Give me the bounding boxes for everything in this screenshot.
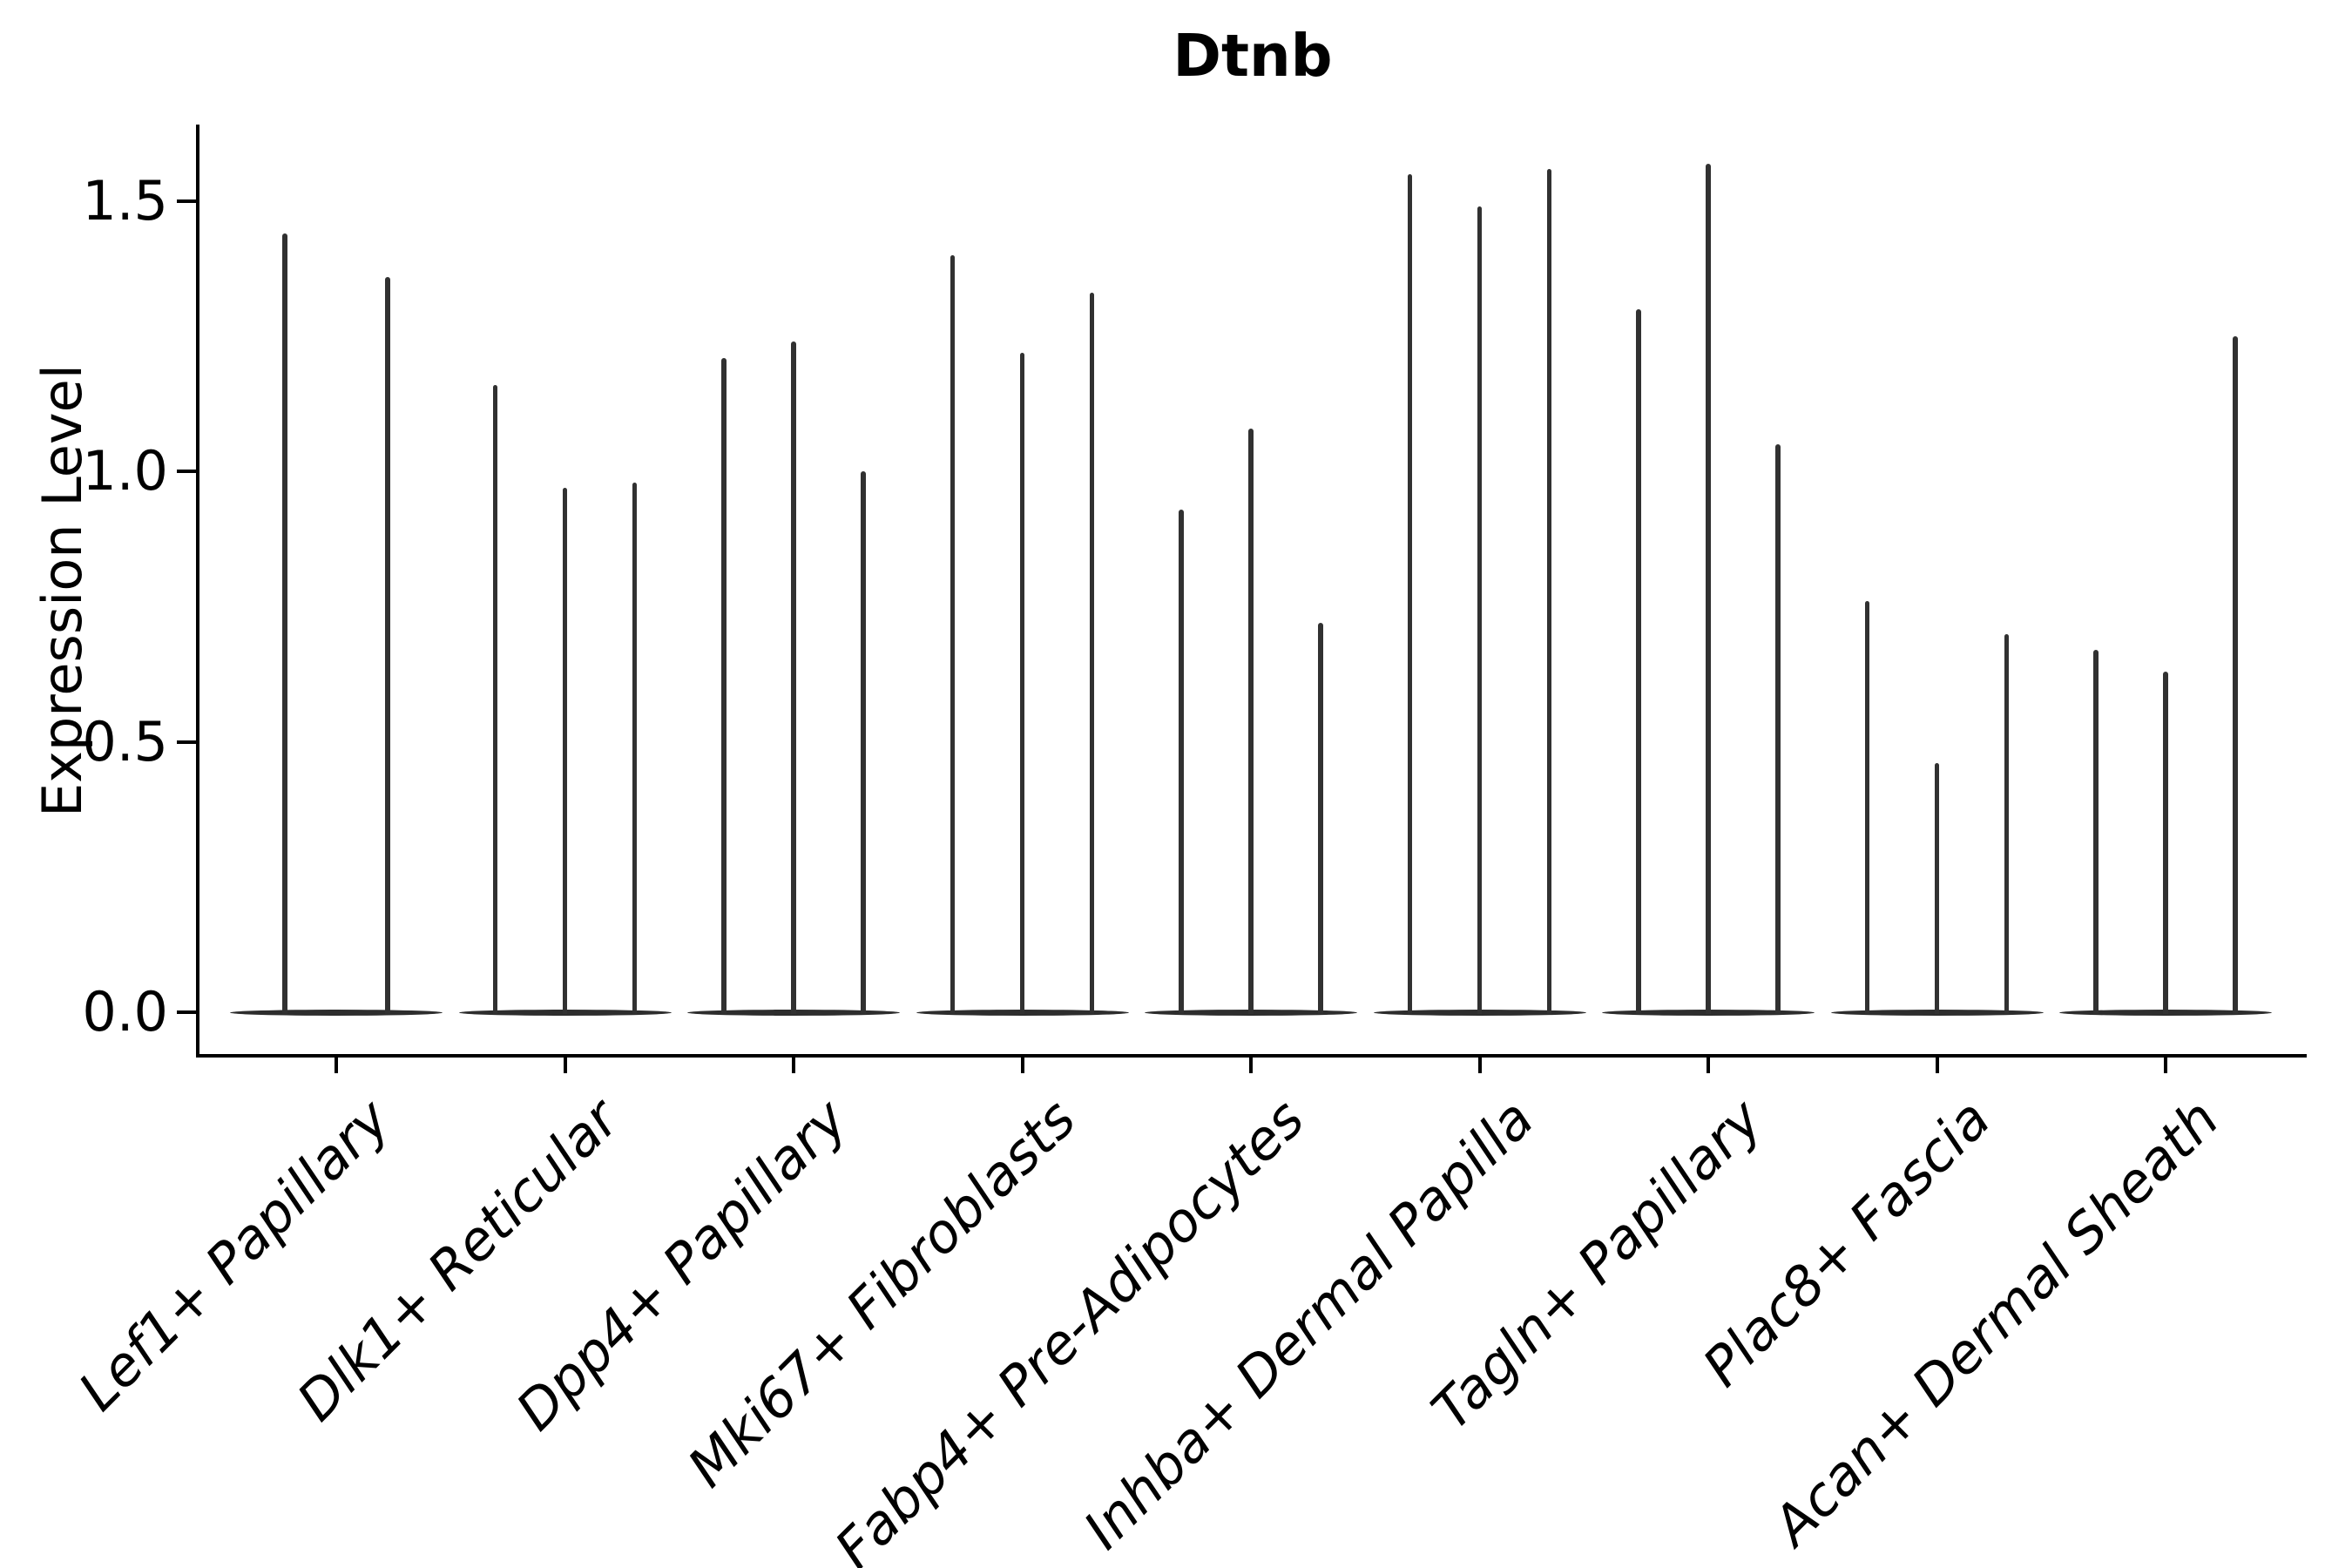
x-tick-label: Inhba+ Dermal Papilla [1071, 1086, 1545, 1562]
y-axis-spine [196, 125, 199, 1058]
x-tick-label: Mki67+ Fibroblasts [675, 1086, 1088, 1500]
violin-spike [562, 487, 568, 1014]
x-tick-label: Acan+ Dermal Sheath [1761, 1086, 2232, 1558]
violin-spike [1546, 168, 1552, 1014]
y-tick-mark [177, 740, 198, 744]
violin-spike [632, 482, 638, 1014]
violin-spike [1775, 444, 1781, 1014]
x-tick-mark [2164, 1056, 2167, 1073]
y-tick-label: 1.0 [82, 439, 168, 504]
violin-spike [2004, 633, 2010, 1014]
x-tick-mark [563, 1056, 567, 1073]
violin-spike [950, 255, 956, 1014]
x-tick-mark [1020, 1056, 1024, 1073]
violin-spike [1477, 206, 1483, 1014]
violin-spike [721, 357, 727, 1014]
x-tick-mark [1249, 1056, 1253, 1073]
x-tick-mark [1477, 1056, 1482, 1073]
violin-spike [791, 341, 796, 1014]
y-tick-label: 0.0 [82, 980, 168, 1044]
violin-spike [1636, 309, 1641, 1014]
violin-spike [2093, 650, 2099, 1014]
violin-spike [861, 471, 866, 1014]
violin-base [230, 1009, 443, 1016]
violin-spike [2233, 336, 2238, 1014]
violin-spike [1179, 509, 1184, 1014]
violin-spike [1019, 352, 1025, 1014]
y-tick-mark [177, 199, 198, 203]
y-tick-mark [177, 470, 198, 474]
violin-spike [1248, 428, 1254, 1014]
y-tick-label: 1.5 [82, 168, 168, 233]
x-tick-mark [1935, 1056, 1939, 1073]
violin-spike [1706, 163, 1711, 1014]
x-tick-mark [792, 1056, 795, 1073]
x-tick-label: Fabp4+ Pre-Adipocytes [822, 1086, 1317, 1568]
violin-spike [282, 233, 287, 1014]
y-tick-label: 0.5 [82, 709, 168, 774]
violin-spike [492, 384, 498, 1014]
violin-spike [1318, 623, 1323, 1014]
violin-spike [1864, 601, 1870, 1014]
x-tick-mark [1707, 1056, 1710, 1073]
violin-spike [1089, 293, 1095, 1014]
violin-spike [2163, 671, 2168, 1014]
y-tick-mark [177, 1010, 198, 1014]
violin-spike [1934, 763, 1940, 1014]
violin-spike [1407, 173, 1413, 1014]
violin-spike [385, 276, 390, 1014]
x-tick-mark [335, 1056, 338, 1073]
chart-title: Dtnb [1173, 22, 1333, 90]
